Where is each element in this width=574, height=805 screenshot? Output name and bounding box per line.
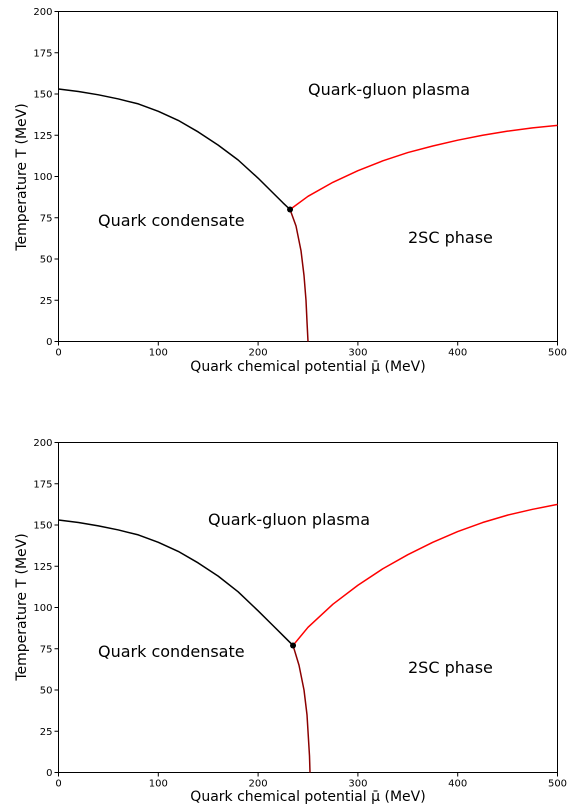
x-tick-label: 300 (348, 779, 367, 790)
y-axis-label: Temperature T (MeV) (14, 533, 30, 681)
phase-boundary-line-2 (292, 503, 558, 646)
plot-frame (58, 442, 558, 773)
y-tick-label: 0 (46, 768, 52, 779)
x-tick-label: 100 (149, 348, 168, 359)
phase-boundary-line-3 (292, 645, 311, 773)
chart-panel-2: 0 100 200 300 400 500 0 25 50 75 100 125 150 175 200 Q… (14, 438, 567, 805)
y-tick-label: 150 (33, 90, 52, 101)
x-tick-label: 200 (249, 779, 268, 790)
critical-point-marker (287, 206, 294, 213)
phase-boundary-line-1 (58, 88, 291, 211)
chart-panel-1: 0 100 200 300 400 500 0 25 50 75 100 125 150 175 200 Q… (14, 7, 567, 375)
x-tick-label: 400 (448, 779, 467, 790)
x-tick-label: 200 (249, 348, 268, 359)
x-tick-label: 500 (548, 779, 567, 790)
y-tick-label: 150 (33, 521, 52, 532)
y-tick-label: 200 (33, 438, 52, 449)
x-tick-label: 400 (448, 348, 467, 359)
x-tick-label: 300 (348, 348, 367, 359)
phase-boundary-line-2 (289, 124, 558, 211)
y-tick-label: 175 (33, 48, 52, 59)
x-tick-label: 0 (55, 779, 61, 790)
phase-boundary-line-1 (58, 519, 294, 646)
y-tick-label: 50 (40, 686, 53, 697)
y-tick-label: 25 (40, 296, 53, 307)
annotation-quark-gluon-plasma: Quark-gluon plasma (208, 510, 370, 529)
annotation-2sc-phase: 2SC phase (408, 228, 493, 247)
y-axis-label: Temperature T (MeV) (14, 103, 30, 251)
ticks-layer: 0 100 200 300 400 500 0 25 50 75 100 125 150 175 200 (33, 7, 567, 359)
y-tick-label: 175 (33, 479, 52, 490)
y-tick-label: 100 (33, 172, 52, 183)
x-tick-label: 100 (149, 779, 168, 790)
critical-point-marker (290, 642, 297, 649)
y-tick-label: 100 (33, 603, 52, 614)
y-tick-label: 50 (40, 255, 53, 266)
x-axis-label: Quark chemical potential μ̄ (MeV) (190, 789, 425, 805)
series-layer (58, 88, 558, 342)
annotation-quark-condensate: Quark condensate (98, 642, 245, 661)
y-tick-label: 25 (40, 727, 53, 738)
plot-frame (58, 11, 558, 342)
x-axis-label: Quark chemical potential μ̄ (MeV) (190, 359, 425, 375)
annotation-2sc-phase: 2SC phase (408, 658, 493, 677)
y-tick-label: 125 (33, 131, 52, 142)
y-tick-label: 75 (40, 213, 53, 224)
ticks-layer: 0 100 200 300 400 500 0 25 50 75 100 125 150 175 200 (33, 438, 567, 790)
phase-boundary-line-3 (289, 209, 309, 342)
y-tick-label: 200 (33, 7, 52, 18)
series-layer (58, 503, 558, 773)
annotation-quark-gluon-plasma: Quark-gluon plasma (308, 80, 470, 99)
annotation-quark-condensate: Quark condensate (98, 211, 245, 230)
y-tick-label: 0 (46, 337, 52, 348)
y-tick-label: 75 (40, 644, 53, 655)
y-tick-label: 125 (33, 562, 52, 573)
x-tick-label: 500 (548, 348, 567, 359)
x-tick-label: 0 (55, 348, 61, 359)
